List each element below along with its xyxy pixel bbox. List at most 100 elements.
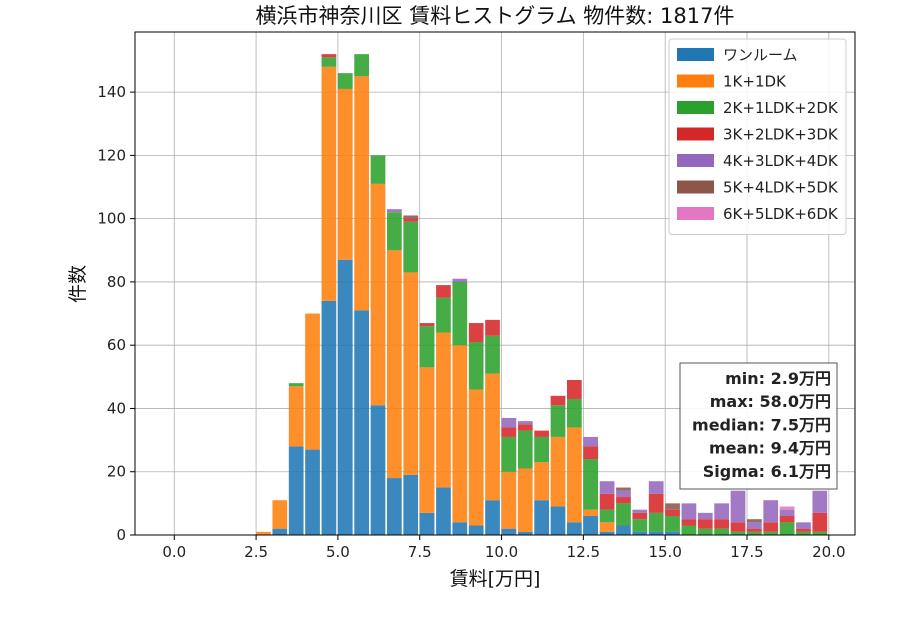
bar-segment-0-10 — [337, 259, 353, 535]
bar-segment-0-7 — [288, 446, 304, 535]
bar-segment-2-27 — [616, 503, 631, 526]
stats-line: median: 7.5万円 — [692, 415, 831, 434]
bar-segment-1-18 — [468, 389, 484, 526]
bar-segment-4-28 — [632, 509, 648, 513]
bar-segment-4-21 — [517, 421, 533, 425]
bar-segment-0-18 — [468, 525, 484, 535]
y-tick-label: 40 — [107, 399, 126, 417]
x-axis-label: 賃料[万円] — [450, 568, 541, 590]
bar-segment-0-16 — [436, 487, 451, 535]
bar-segment-2-33 — [714, 528, 729, 535]
legend-swatch — [677, 154, 714, 167]
bar-segment-3-37 — [779, 516, 795, 523]
x-tick-label: 12.5 — [567, 543, 600, 561]
bar-segment-1-8 — [305, 313, 320, 450]
bar-segment-2-16 — [436, 297, 451, 333]
legend-label: 3K+2LDK+3DK — [723, 126, 839, 144]
bar-segment-3-21 — [517, 424, 533, 431]
legend-swatch — [677, 101, 714, 114]
bar-segment-3-30 — [665, 509, 680, 517]
bar-segment-1-21 — [517, 468, 533, 532]
bar-segment-0-28 — [632, 531, 648, 535]
bar-segment-4-37 — [779, 509, 795, 517]
bar-segment-2-26 — [599, 509, 615, 523]
x-tick-label: 0.0 — [162, 543, 186, 561]
bar-segment-0-25 — [583, 516, 599, 535]
bar-segment-4-39 — [812, 490, 828, 513]
bar-segment-1-9 — [321, 66, 337, 301]
bar-segment-4-26 — [599, 481, 615, 494]
bar-segment-2-24 — [567, 398, 582, 428]
bar-segment-0-22 — [534, 500, 549, 535]
bar-segment-0-17 — [452, 522, 468, 535]
x-tick-label: 10.0 — [485, 543, 518, 561]
bar-segment-5-14 — [403, 215, 419, 219]
bar-segment-4-27 — [616, 490, 631, 498]
bar-segment-5-30 — [665, 503, 680, 510]
bar-segment-3-34 — [730, 522, 746, 532]
bar-segment-1-25 — [583, 509, 599, 517]
bar-segment-1-14 — [403, 272, 419, 475]
bar-segment-3-18 — [468, 323, 484, 343]
legend: ワンルーム 1K+1DK 2K+1LDK+2DK 3K+2LDK+3DK 4K+3LDK… — [668, 38, 847, 235]
bar-segment-2-39 — [812, 531, 828, 535]
y-tick-label: 140 — [97, 83, 126, 101]
legend-label: 6K+5LDK+6DK — [723, 205, 839, 223]
stats-line: Sigma: 6.1万円 — [703, 462, 831, 481]
bar-segment-4-25 — [583, 436, 599, 447]
bar-segment-3-32 — [697, 519, 713, 529]
bar-segment-1-12 — [370, 183, 386, 406]
bar-segment-4-32 — [697, 512, 713, 520]
bar-segment-0-23 — [550, 506, 566, 535]
bar-segment-3-22 — [534, 430, 549, 437]
bar-segment-2-11 — [354, 54, 369, 77]
bar-segment-5-27 — [616, 487, 631, 491]
bar-segment-4-36 — [763, 500, 779, 523]
bar-segment-0-8 — [305, 449, 320, 535]
bar-segment-0-6 — [272, 528, 288, 535]
bar-segment-4-35 — [747, 522, 762, 529]
bar-segment-4-13 — [387, 209, 402, 213]
plot-frame — [134, 31, 856, 536]
bar-segment-4-38 — [796, 522, 811, 529]
bar-segment-3-9 — [321, 54, 337, 58]
bar-segment-2-20 — [501, 436, 517, 472]
legend-label: 4K+3LDK+4DK — [723, 152, 839, 170]
bar-segment-2-29 — [648, 512, 664, 532]
bar-segment-0-27 — [616, 525, 631, 535]
bar-segment-2-32 — [697, 528, 713, 535]
bar-segment-1-15 — [419, 367, 435, 513]
bar-segment-0-14 — [403, 474, 419, 535]
bar-segment-2-35 — [747, 531, 762, 535]
legend-swatch — [677, 74, 714, 88]
bar-segment-1-23 — [550, 436, 566, 507]
bar-segment-3-26 — [599, 493, 615, 510]
legend-label: ワンルーム — [723, 46, 798, 64]
bar-segment-2-25 — [583, 459, 599, 510]
bar-segment-1-16 — [436, 332, 451, 488]
bar-segment-3-20 — [501, 427, 517, 437]
bar-segment-1-10 — [337, 88, 353, 260]
bar-segment-1-17 — [452, 345, 468, 523]
bar-segment-4-34 — [730, 490, 746, 523]
bar-segment-2-17 — [452, 281, 468, 346]
bar-segment-0-12 — [370, 405, 386, 535]
x-tick-label: 7.5 — [408, 543, 432, 561]
bar-segment-4-29 — [648, 481, 664, 494]
bar-segment-1-24 — [567, 427, 582, 523]
y-tick-label: 0 — [116, 526, 126, 544]
bar-segment-4-31 — [681, 503, 697, 520]
bar-segment-3-35 — [747, 528, 762, 532]
stats-line: mean: 9.4万円 — [709, 439, 831, 458]
bar-segment-2-12 — [370, 155, 386, 184]
stats-box: min: 2.9万円 max: 58.0万円 median: 7.5万円 mean: … — [679, 362, 838, 490]
bar-segment-2-21 — [517, 430, 533, 469]
bar-segment-3-38 — [796, 528, 811, 532]
bar-segment-1-6 — [272, 500, 288, 529]
stats-box-frame — [679, 362, 838, 490]
stats-line: max: 58.0万円 — [710, 392, 831, 411]
bar-segment-6-37 — [779, 506, 795, 510]
legend-swatch — [677, 127, 714, 141]
bar-segment-3-36 — [763, 522, 779, 532]
